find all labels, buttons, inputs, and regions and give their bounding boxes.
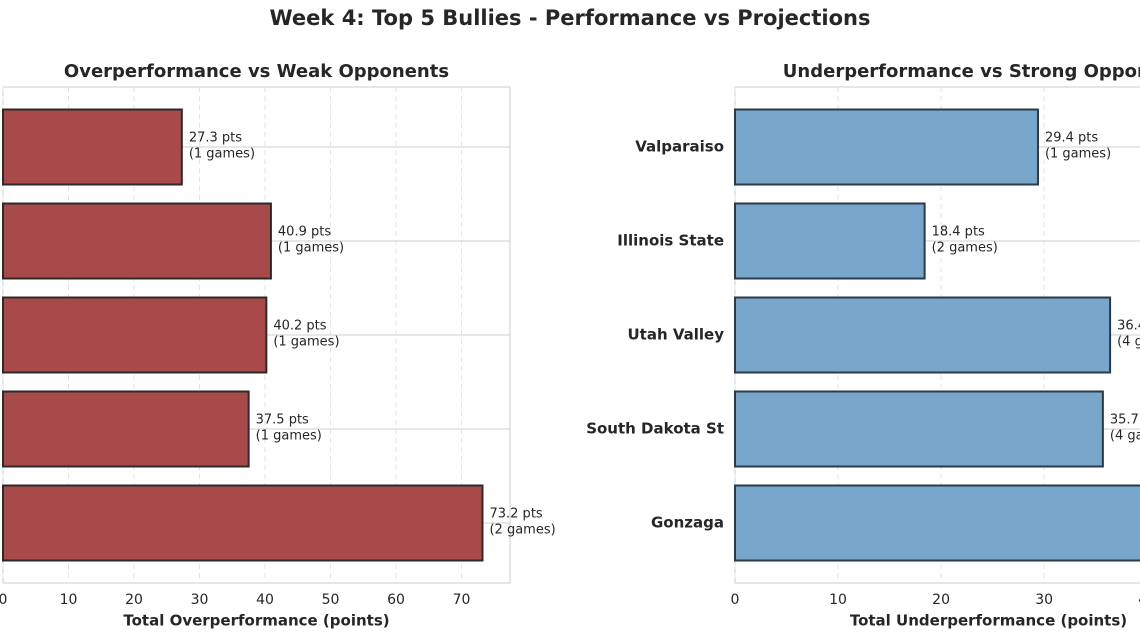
x-tick-label: 30 [191,592,209,608]
value-label: 27.3 pts [189,131,242,146]
x-tick-label: 0 [0,592,7,608]
y-tick-label: Valparaiso [635,138,724,156]
value-label: 35.7 pts [1110,413,1140,428]
figure-title: Week 4: Top 5 Bullies - Performance vs P… [270,6,871,30]
y-tick-label: Gonzaga [651,514,724,532]
x-tick-label: 20 [125,592,143,608]
bar [734,202,926,280]
bar [2,296,268,374]
bar [2,108,183,186]
y-tick-label: South Dakota St [586,420,724,438]
value-label: 40.2 pts [273,319,326,334]
value-label: (1 games) [273,335,339,350]
x-tick-label: 0 [731,592,740,608]
y-tick-label: Illinois State [617,232,724,250]
bar [2,484,484,562]
bar [734,390,1104,468]
x-tick-label: 20 [932,592,950,608]
bar [734,108,1039,186]
value-label: (1 games) [189,147,255,162]
value-label: (4 games) [1117,335,1140,350]
value-label: 73.2 pts [489,507,542,522]
x-axis-label: Total Underperformance (points) [850,612,1127,630]
x-tick-label: 10 [829,592,847,608]
bar [2,390,250,468]
value-label: 29.4 pts [1045,131,1098,146]
value-label: 36.4 pts [1117,319,1140,334]
x-axis-label: Total Overperformance (points) [123,612,389,630]
value-label: (1 games) [278,241,344,256]
bar [734,296,1112,374]
value-label: (2 games) [932,241,998,256]
value-label: 37.5 pts [256,413,309,428]
bar [734,484,1140,562]
value-label: 40.9 pts [278,225,331,240]
axis-title: Overperformance vs Weak Opponents [64,61,449,82]
value-label: 18.4 pts [932,225,985,240]
x-tick-label: 40 [1138,592,1140,608]
x-tick-label: 30 [1035,592,1053,608]
x-tick-label: 40 [256,592,274,608]
y-tick-label: Utah Valley [627,326,724,344]
x-tick-label: 50 [322,592,340,608]
value-label: (1 games) [1045,147,1111,162]
value-label: (4 games) [1110,429,1140,444]
axis-title: Underperformance vs Strong Opponents [783,61,1140,82]
value-label: (1 games) [256,429,322,444]
value-label: (2 games) [489,523,555,538]
x-tick-label: 60 [387,592,405,608]
x-tick-label: 10 [60,592,78,608]
x-tick-label: 70 [453,592,471,608]
bar [2,202,272,280]
